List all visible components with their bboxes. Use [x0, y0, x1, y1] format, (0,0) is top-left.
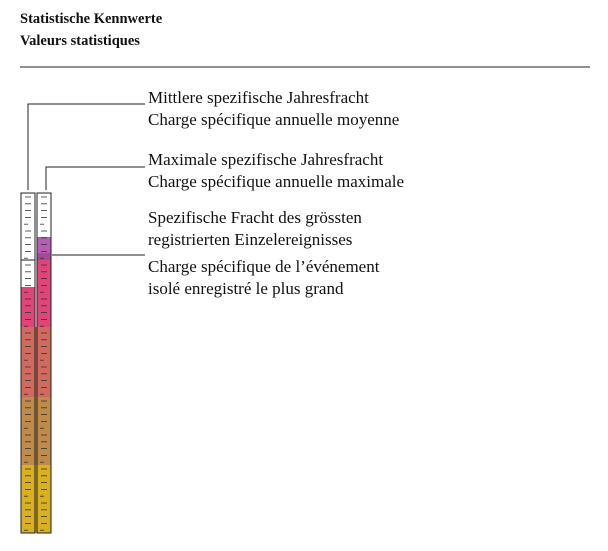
column-outline — [20, 192, 36, 534]
leader-line — [27, 103, 145, 190]
legend-label: isolé enregistré le plus grand — [148, 279, 344, 298]
segment — [37, 193, 51, 237]
legend-label: Spezifische Fracht des grössten — [148, 208, 362, 227]
segment — [21, 287, 35, 327]
column-outline — [36, 192, 52, 534]
segment — [21, 193, 35, 287]
legend-label: registrierten Einzelereignisses — [148, 230, 352, 249]
legend-label: Charge spécifique annuelle moyenne — [148, 110, 399, 129]
legend-label: Maximale spezifische Jahresfracht — [148, 150, 383, 169]
legend-label: Mittlere spezifische Jahresfracht — [148, 88, 369, 107]
segment — [21, 465, 51, 533]
scale-bars — [20, 192, 52, 534]
legend-label: Charge spécifique de l’événement — [148, 257, 380, 276]
legend-label: Charge spécifique annuelle maximale — [148, 172, 404, 191]
header-title: Valeurs statistiques — [20, 33, 140, 49]
segment — [37, 260, 51, 327]
segment — [37, 253, 51, 260]
segment — [21, 397, 51, 465]
segment — [21, 327, 51, 397]
leader-line — [45, 166, 145, 190]
header-title: Statistische Kennwerte — [20, 11, 163, 27]
